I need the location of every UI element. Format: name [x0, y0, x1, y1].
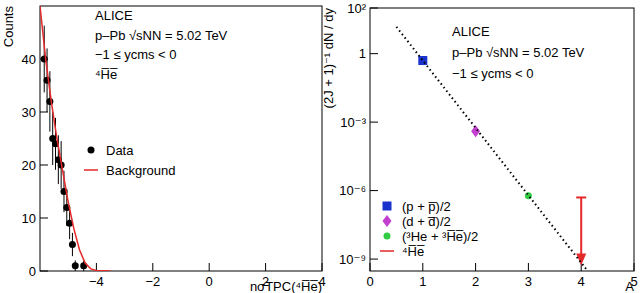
y-tick	[370, 8, 378, 9]
figure: −4−2024010203040nσTPC(⁴H̅e̅)CountsALICEp…	[0, 0, 644, 293]
annotation: p–Pb √sNN = 5.02 TeV	[95, 28, 228, 43]
legend-swatch	[380, 250, 394, 252]
legend-label: Background	[106, 163, 175, 178]
x-tick	[265, 263, 266, 271]
y-tick-label: 20	[22, 158, 36, 173]
y-tick-label: 10²	[347, 1, 366, 16]
data-point	[69, 241, 76, 248]
panel: −4−2024010203040nσTPC(⁴H̅e̅)CountsALICEp…	[1, 6, 326, 293]
legend-label: (d + d̅)/2	[402, 214, 451, 229]
x-axis-title: nσTPC(⁴H̅e̅)	[250, 279, 322, 293]
plot-frame	[40, 6, 322, 271]
x-tick	[209, 263, 210, 271]
y-tick	[370, 53, 378, 54]
limit-arrowhead	[576, 253, 586, 265]
x-tick-label: 0	[206, 274, 213, 289]
y-tick	[40, 165, 48, 166]
y-tick-label: 0	[29, 264, 36, 279]
data-point	[471, 125, 480, 137]
x-tick	[528, 263, 529, 271]
x-tick-label: −4	[89, 274, 104, 289]
annotation: ALICE	[95, 8, 133, 23]
y-tick-label: 1	[359, 46, 366, 61]
x-tick	[370, 263, 371, 271]
legend-label: (p + p̅)/2	[402, 199, 451, 214]
legend-swatch	[383, 202, 392, 211]
y-axis-title: (2J + 1)⁻¹ dN / dy	[321, 8, 336, 109]
y-tick	[40, 271, 48, 272]
annotation: −1 ≤ ycms < 0	[452, 66, 534, 81]
y-tick	[370, 190, 378, 191]
y-tick-label: 10⁻³	[340, 115, 366, 130]
y-tick	[370, 122, 378, 123]
x-tick-label: 4	[578, 274, 585, 289]
limit-line	[580, 197, 582, 259]
x-tick-label: −2	[145, 274, 160, 289]
x-tick-label: 3	[525, 274, 532, 289]
y-tick	[370, 259, 378, 260]
y-tick-label: 10⁻⁶	[339, 183, 366, 198]
plot-frame	[370, 8, 634, 271]
legend-swatch	[84, 169, 98, 171]
x-tick	[634, 263, 635, 271]
series-line	[40, 6, 111, 271]
x-tick-label: 2	[472, 274, 479, 289]
annotation: −1 ≤ ycms < 0	[95, 47, 177, 62]
y-tick-label: 10⁻⁹	[339, 252, 366, 267]
annotation: ⁴H̅e̅	[95, 67, 118, 82]
legend-swatch	[88, 147, 95, 154]
x-tick	[475, 263, 476, 271]
data-point	[418, 56, 427, 65]
y-tick-label: 30	[22, 105, 36, 120]
x-tick	[152, 263, 153, 271]
x-tick-label: 0	[366, 274, 373, 289]
legend-label: Data	[106, 143, 134, 158]
x-tick	[422, 263, 423, 271]
legend-swatch	[384, 233, 391, 240]
data-point	[525, 192, 532, 199]
series-line	[396, 27, 586, 270]
legend-swatch	[383, 215, 392, 227]
data-point	[72, 262, 79, 269]
upper-limit	[576, 197, 586, 265]
x-tick-label: 1	[419, 274, 426, 289]
legend-label: (³He + ³H̅e̅)/2	[402, 229, 478, 244]
y-axis-title: Counts	[1, 6, 16, 48]
y-tick-label: 10	[22, 211, 36, 226]
annotation: p–Pb √sNN = 5.02 TeV	[452, 45, 585, 60]
y-tick-label: 40	[22, 52, 36, 67]
x-tick	[322, 263, 323, 271]
annotation: ALICE	[452, 24, 490, 39]
panel: 01234510⁻⁹10⁻⁶10⁻³110²A(2J + 1)⁻¹ dN / d…	[321, 1, 638, 293]
y-tick	[40, 218, 48, 219]
plot-area	[396, 27, 586, 270]
legend-label: ⁴H̅e̅	[402, 244, 425, 259]
plot-area	[40, 6, 111, 271]
x-axis-title: A	[625, 279, 634, 293]
